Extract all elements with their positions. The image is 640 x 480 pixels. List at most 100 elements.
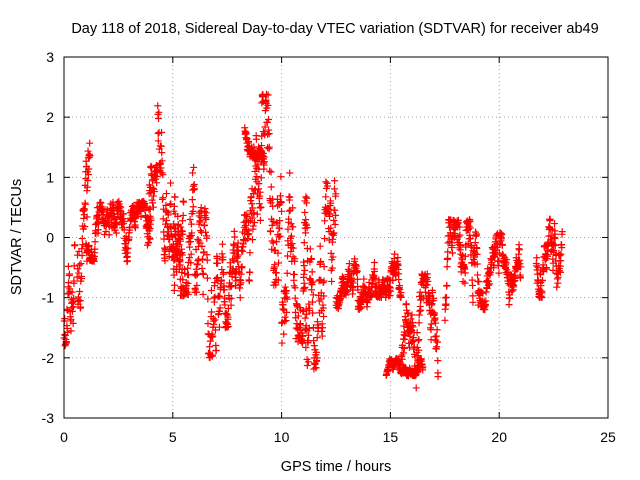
data-point	[159, 194, 167, 202]
data-point	[443, 281, 451, 289]
data-point	[269, 239, 277, 247]
data-point	[197, 207, 205, 215]
data-point	[234, 239, 242, 247]
data-point	[398, 355, 406, 363]
data-point	[70, 294, 78, 302]
x-tick-label: 20	[491, 429, 507, 445]
data-point	[179, 217, 187, 225]
data-point	[155, 115, 163, 123]
data-point	[68, 288, 76, 296]
data-point	[331, 177, 339, 185]
data-point	[404, 310, 412, 318]
data-point	[474, 271, 482, 279]
data-point	[461, 279, 469, 287]
data-point	[67, 315, 75, 323]
data-point	[86, 152, 94, 160]
data-point	[533, 254, 541, 262]
data-point	[203, 274, 211, 282]
data-point	[83, 183, 91, 191]
data-point	[276, 232, 284, 240]
data-point	[494, 243, 502, 251]
data-point	[91, 245, 99, 253]
data-point	[243, 213, 251, 221]
data-point	[127, 216, 135, 224]
data-point	[473, 260, 481, 268]
data-point	[296, 320, 304, 328]
y-tick-label: -1	[42, 290, 55, 306]
data-point	[483, 284, 491, 292]
data-point	[284, 225, 292, 233]
data-point	[261, 123, 269, 131]
data-point	[415, 319, 423, 327]
data-point	[550, 233, 558, 241]
data-point	[505, 301, 513, 309]
data-point	[246, 268, 254, 276]
data-point	[248, 200, 256, 208]
data-point	[413, 329, 421, 337]
data-point	[227, 283, 235, 291]
data-point	[187, 250, 195, 258]
data-point	[304, 338, 312, 346]
data-point	[203, 256, 211, 264]
data-point	[171, 255, 179, 263]
data-point	[184, 271, 192, 279]
data-point	[301, 283, 309, 291]
data-point	[319, 324, 327, 332]
data-point	[245, 230, 253, 238]
data-point	[253, 210, 261, 218]
data-point	[219, 269, 227, 277]
data-point	[256, 216, 264, 224]
data-point	[164, 211, 172, 219]
data-point	[332, 211, 340, 219]
data-point	[414, 337, 422, 345]
data-point	[174, 212, 182, 220]
data-point	[407, 315, 415, 323]
data-point	[85, 165, 93, 173]
data-point	[302, 229, 309, 237]
data-point	[217, 276, 225, 284]
data-point	[330, 229, 338, 237]
data-point	[395, 276, 403, 284]
data-point	[517, 274, 525, 282]
data-point	[267, 228, 275, 236]
data-point	[186, 215, 194, 223]
data-point	[557, 250, 565, 258]
data-point	[193, 281, 201, 289]
data-point	[250, 219, 258, 227]
data-point	[221, 294, 229, 302]
data-point	[304, 358, 312, 366]
data-point	[76, 297, 84, 305]
data-point	[456, 231, 464, 239]
data-point	[167, 200, 175, 208]
data-point	[317, 258, 325, 266]
data-point	[77, 303, 85, 311]
data-point	[73, 273, 81, 281]
data-point	[210, 320, 218, 328]
data-point	[146, 205, 154, 213]
data-point	[264, 130, 272, 138]
data-point	[433, 326, 441, 334]
data-point	[83, 213, 91, 221]
data-point	[414, 363, 422, 371]
data-point	[229, 255, 237, 263]
data-point	[324, 209, 332, 217]
data-point	[308, 268, 316, 276]
data-point	[443, 263, 451, 271]
data-point	[466, 216, 474, 224]
data-point	[112, 229, 120, 237]
data-point	[327, 224, 335, 232]
data-point	[249, 204, 257, 212]
data-point	[287, 232, 295, 240]
data-point	[71, 241, 79, 249]
data-point	[537, 282, 545, 290]
data-point	[423, 281, 431, 289]
x-axis-label: GPS time / hours	[281, 459, 391, 475]
data-point	[194, 257, 202, 265]
data-point	[263, 119, 271, 127]
data-point	[255, 180, 263, 188]
data-point	[275, 259, 283, 267]
data-point	[415, 336, 423, 344]
data-point	[303, 310, 311, 318]
data-point	[422, 282, 430, 290]
